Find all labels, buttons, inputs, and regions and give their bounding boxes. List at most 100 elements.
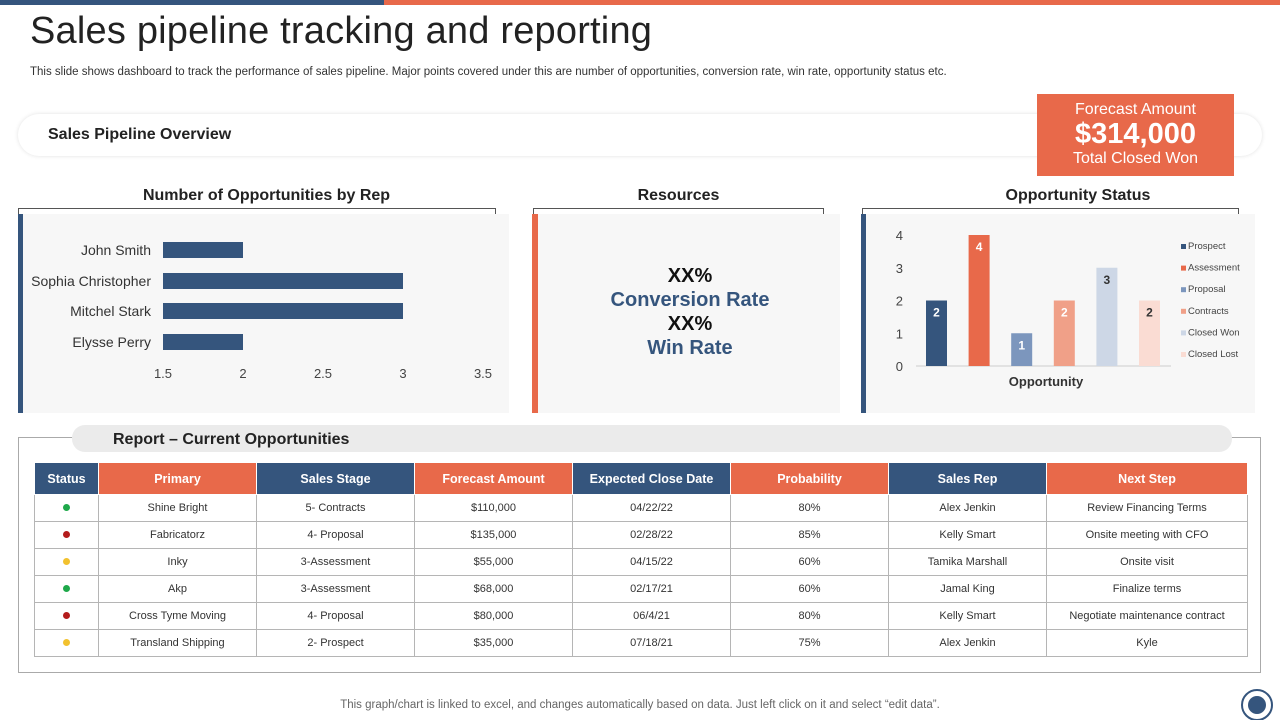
sales-rep-cell: Alex Jenkin bbox=[888, 629, 1047, 657]
sales-rep-cell: Kelly Smart bbox=[888, 602, 1047, 630]
rep-category-label: Elysse Perry bbox=[72, 334, 151, 350]
legend-swatch bbox=[1181, 352, 1186, 357]
y-tick-label: 3 bbox=[896, 261, 903, 276]
status-cell bbox=[34, 548, 99, 576]
close-date-cell: 02/17/21 bbox=[572, 575, 731, 603]
next-step-cell: Finalize terms bbox=[1046, 575, 1248, 603]
section-title-status: Opportunity Status bbox=[1005, 187, 1151, 204]
status-cell bbox=[34, 602, 99, 630]
status-dot-icon bbox=[63, 639, 70, 646]
stage-cell: 3-Assessment bbox=[256, 575, 415, 603]
table-row: Fabricatorz 4- Proposal $135,000 02/28/2… bbox=[34, 521, 1248, 549]
legend-label: Contracts bbox=[1188, 306, 1229, 317]
x-tick-label: 2 bbox=[239, 366, 246, 381]
panel-accent bbox=[18, 214, 23, 413]
footer-note: This graph/chart is linked to excel, and… bbox=[340, 699, 940, 711]
probability-cell: 75% bbox=[730, 629, 889, 657]
close-date-cell: 07/18/21 bbox=[572, 629, 731, 657]
rep-bar bbox=[163, 334, 243, 350]
col-header-forecast-amount: Forecast Amount bbox=[414, 462, 573, 495]
sales-rep-cell: Kelly Smart bbox=[888, 521, 1047, 549]
table-row: Cross Tyme Moving 4- Proposal $80,000 06… bbox=[34, 602, 1248, 630]
forecast-caption: Total Closed Won bbox=[1072, 150, 1199, 167]
next-step-cell: Review Financing Terms bbox=[1046, 494, 1248, 522]
opportunities-panel: John Smith Sophia Christopher Mitchel Star… bbox=[18, 214, 509, 413]
table-row: Shine Bright 5- Contracts $110,000 04/22… bbox=[34, 494, 1248, 522]
rep-bar bbox=[163, 242, 243, 258]
col-header-sales-rep: Sales Rep bbox=[888, 462, 1047, 495]
win-rate-value: XX% bbox=[667, 313, 713, 335]
status-data-label: 2 bbox=[933, 306, 940, 320]
close-date-cell: 04/22/22 bbox=[572, 494, 731, 522]
legend-swatch bbox=[1181, 244, 1186, 249]
amount-cell: $135,000 bbox=[414, 521, 573, 549]
next-step-cell: Kyle bbox=[1046, 629, 1248, 657]
amount-cell: $35,000 bbox=[414, 629, 573, 657]
rep-category-label: Sophia Christopher bbox=[31, 273, 151, 289]
status-dot-icon bbox=[63, 531, 70, 538]
rep-category-label: Mitchel Stark bbox=[70, 303, 152, 319]
next-step-cell: Onsite visit bbox=[1046, 548, 1248, 576]
conversion-rate-label: Conversion Rate bbox=[610, 289, 770, 311]
col-header-status: Status bbox=[34, 462, 99, 495]
status-data-label: 3 bbox=[1104, 273, 1111, 287]
sales-rep-cell: Jamal King bbox=[888, 575, 1047, 603]
status-cell bbox=[34, 629, 99, 657]
status-bar bbox=[968, 235, 990, 366]
status-data-label: 4 bbox=[976, 240, 983, 254]
status-cell bbox=[34, 494, 99, 522]
x-tick-label: 3.5 bbox=[474, 366, 492, 381]
status-cell bbox=[34, 575, 99, 603]
col-header-sales-stage: Sales Stage bbox=[256, 462, 415, 495]
primary-cell: Shine Bright bbox=[98, 494, 257, 522]
amount-cell: $55,000 bbox=[414, 548, 573, 576]
amount-cell: $80,000 bbox=[414, 602, 573, 630]
close-date-cell: 02/28/22 bbox=[572, 521, 731, 549]
page-title: Sales pipeline tracking and reporting bbox=[30, 10, 653, 52]
opportunity-status-panel: 0 1 2 3 4 2 4 1 2 3 2 Opportunity Prospect Assessment… bbox=[861, 214, 1255, 413]
section-title-opportunities: Number of Opportunities by Rep bbox=[142, 187, 391, 204]
legend-label: Prospect bbox=[1188, 241, 1226, 252]
status-data-label: 2 bbox=[1146, 306, 1153, 320]
primary-cell: Cross Tyme Moving bbox=[98, 602, 257, 630]
legend-label: Closed Lost bbox=[1188, 349, 1239, 360]
stage-cell: 4- Proposal bbox=[256, 602, 415, 630]
forecast-label: Forecast Amount bbox=[1075, 101, 1196, 118]
status-bar bbox=[1011, 333, 1033, 366]
status-cell bbox=[34, 521, 99, 549]
x-tick-label: 2.5 bbox=[314, 366, 332, 381]
section-rule-opportunities bbox=[18, 208, 496, 214]
col-header-close-date: Expected Close Date bbox=[572, 462, 731, 495]
report-title-bar bbox=[72, 425, 1232, 452]
x-tick-label: 3 bbox=[399, 366, 406, 381]
legend-label: Proposal bbox=[1188, 284, 1226, 295]
legend-swatch bbox=[1181, 330, 1186, 336]
y-tick-label: 1 bbox=[896, 326, 903, 341]
probability-cell: 85% bbox=[730, 521, 889, 549]
section-title-resources: Resources bbox=[637, 187, 720, 204]
legend-swatch bbox=[1181, 265, 1186, 271]
probability-cell: 60% bbox=[730, 548, 889, 576]
status-bar bbox=[1053, 300, 1075, 366]
section-rule-resources bbox=[533, 208, 824, 214]
status-data-label: 2 bbox=[1061, 306, 1068, 320]
status-dot-icon bbox=[63, 585, 70, 592]
amount-cell: $68,000 bbox=[414, 575, 573, 603]
x-tick-label: 1.5 bbox=[154, 366, 172, 381]
next-step-cell: Onsite meeting with CFO bbox=[1046, 521, 1248, 549]
resources-panel: XX% Conversion Rate XX% Win Rate bbox=[532, 214, 840, 413]
status-bar bbox=[1096, 267, 1118, 366]
overview-label: Sales Pipeline Overview bbox=[48, 126, 232, 143]
status-bar bbox=[926, 300, 947, 366]
table-header-row: Status Primary Sales Stage Forecast Amou… bbox=[34, 462, 1248, 495]
rep-category-label: John Smith bbox=[81, 242, 151, 258]
primary-cell: Inky bbox=[98, 548, 257, 576]
status-dot-icon bbox=[63, 612, 70, 619]
probability-cell: 80% bbox=[730, 494, 889, 522]
rep-bar bbox=[163, 273, 403, 289]
status-bar bbox=[1139, 300, 1160, 366]
legend-label: Assessment bbox=[1188, 263, 1240, 274]
status-dot-icon bbox=[63, 558, 70, 565]
win-rate-label: Win Rate bbox=[647, 337, 733, 359]
primary-cell: Fabricatorz bbox=[98, 521, 257, 549]
